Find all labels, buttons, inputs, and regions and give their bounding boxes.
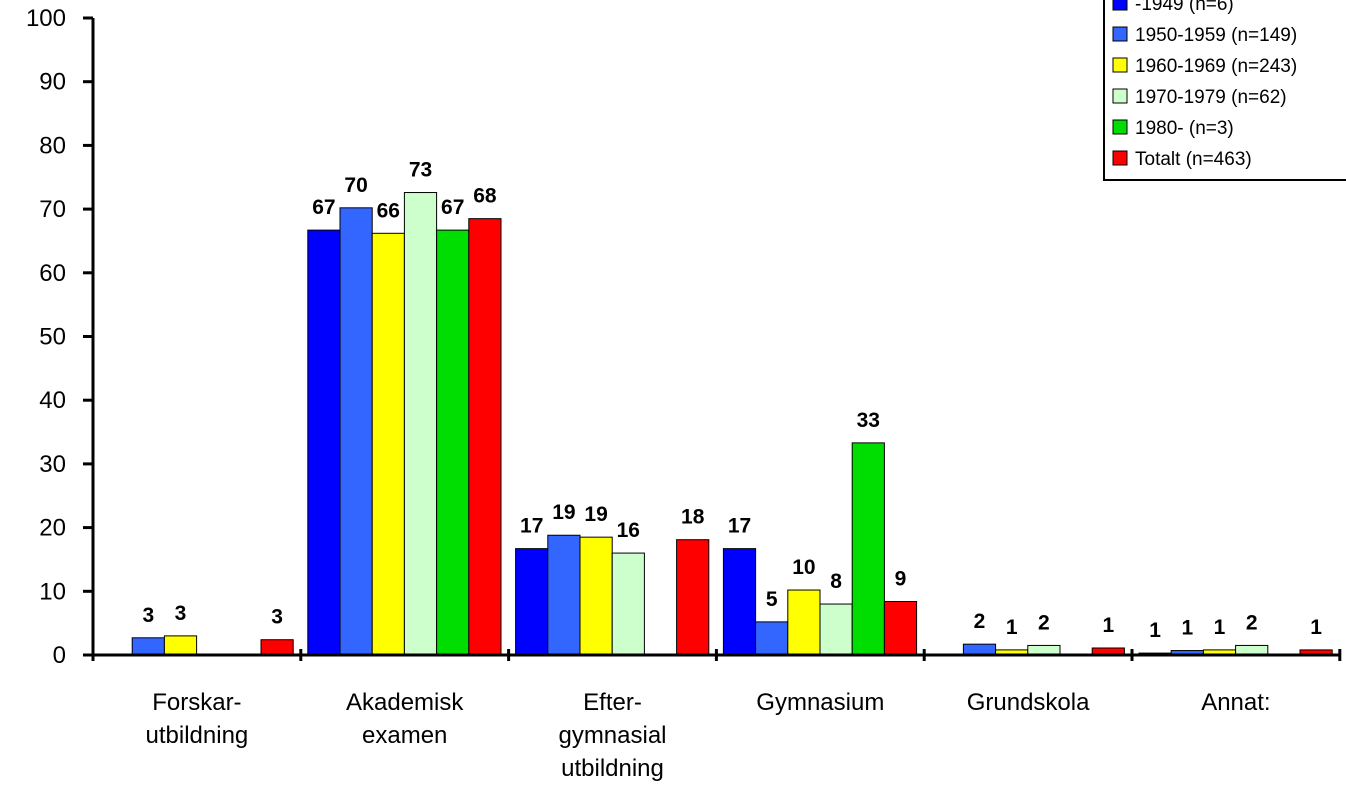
data-label: 2 bbox=[1038, 611, 1050, 634]
data-label: 1 bbox=[1310, 616, 1322, 639]
bar bbox=[307, 229, 341, 656]
bar bbox=[371, 232, 405, 656]
data-label: 10 bbox=[792, 556, 815, 579]
data-label: 5 bbox=[766, 588, 778, 611]
data-label: 1 bbox=[1102, 614, 1114, 637]
data-label: 17 bbox=[520, 515, 543, 538]
data-label: 17 bbox=[728, 515, 751, 538]
y-tick-label: 90 bbox=[39, 69, 66, 96]
data-label: 19 bbox=[552, 501, 575, 524]
y-tick-label: 60 bbox=[39, 260, 66, 287]
bar bbox=[722, 548, 757, 656]
legend-label: 1960-1969 (n=243) bbox=[1135, 56, 1297, 77]
y-tick-label: 50 bbox=[39, 324, 66, 351]
bar bbox=[755, 621, 789, 656]
category-label: Annat: bbox=[1201, 689, 1270, 716]
legend-swatch bbox=[1112, 88, 1128, 104]
bar bbox=[515, 548, 549, 656]
y-tick-label: 30 bbox=[39, 451, 66, 478]
legend-label: 1970-1979 (n=62) bbox=[1135, 87, 1287, 108]
data-label: 16 bbox=[617, 519, 640, 542]
y-tick-label: 40 bbox=[39, 387, 66, 414]
bar bbox=[131, 637, 165, 656]
bar bbox=[579, 536, 613, 656]
data-label: 3 bbox=[175, 602, 187, 625]
legend-swatch bbox=[1112, 119, 1128, 135]
data-label: 73 bbox=[409, 159, 432, 182]
bar bbox=[611, 552, 645, 656]
legend-label: 1950-1959 (n=149) bbox=[1135, 25, 1297, 46]
data-label: 33 bbox=[857, 409, 880, 432]
legend-label: Totalt (n=463) bbox=[1135, 149, 1252, 170]
data-label: 67 bbox=[312, 196, 335, 219]
data-label: 67 bbox=[441, 196, 464, 219]
bars bbox=[131, 192, 1333, 656]
bar bbox=[851, 442, 885, 656]
data-label: 3 bbox=[271, 606, 283, 629]
bar bbox=[468, 218, 502, 656]
legend: -1949 (n=6) 1950-1959 (n=149) 1960-1969 (n… bbox=[1103, 0, 1346, 181]
data-label: 19 bbox=[584, 503, 607, 526]
bar bbox=[339, 207, 373, 656]
bar bbox=[676, 539, 710, 656]
category-label: Grundskola bbox=[967, 689, 1090, 716]
data-label: 68 bbox=[473, 185, 497, 208]
bar bbox=[819, 603, 853, 656]
bar bbox=[163, 635, 198, 656]
y-tick-label: 20 bbox=[39, 515, 66, 542]
data-label: 18 bbox=[681, 506, 705, 529]
legend-swatch bbox=[1112, 150, 1128, 166]
data-label: 1 bbox=[1214, 616, 1226, 639]
data-label: 70 bbox=[344, 174, 367, 197]
data-label: 9 bbox=[895, 567, 907, 590]
legend-box bbox=[1103, 0, 1346, 181]
data-label: 2 bbox=[1246, 611, 1258, 634]
legend-swatch bbox=[1112, 0, 1128, 11]
data-label: 1 bbox=[1181, 617, 1193, 640]
data-label: 1 bbox=[1149, 619, 1161, 642]
category-label: Forskar-utbildning bbox=[146, 689, 249, 749]
data-label: 8 bbox=[830, 570, 842, 593]
y-tick-label: 100 bbox=[26, 5, 66, 32]
bar bbox=[787, 589, 821, 656]
data-label: 1 bbox=[1006, 616, 1018, 639]
data-label: 2 bbox=[974, 610, 986, 633]
bar bbox=[962, 643, 997, 656]
data-label: 3 bbox=[142, 604, 154, 627]
bar bbox=[403, 192, 438, 656]
category-label: Gymnasium bbox=[756, 689, 884, 716]
legend-swatch bbox=[1112, 57, 1128, 73]
y-tick-label: 70 bbox=[39, 196, 66, 223]
category-label: Efter-gymnasial utbildning bbox=[558, 689, 666, 782]
bar bbox=[547, 534, 581, 656]
category-label: Akademisk examen bbox=[346, 689, 464, 749]
data-label: 66 bbox=[377, 199, 400, 222]
x-axis: Forskar-utbildning Akademisk examen Efter-g… bbox=[91, 649, 1342, 782]
legend-swatch bbox=[1112, 26, 1128, 42]
bar bbox=[883, 600, 918, 656]
legend-label: 1980- (n=3) bbox=[1135, 118, 1234, 139]
y-tick-label: 0 bbox=[53, 642, 66, 669]
y-axis: 0 10 20 30 40 50 60 70 80 90 100 bbox=[26, 5, 95, 669]
bar bbox=[260, 639, 294, 656]
legend-label: -1949 (n=6) bbox=[1135, 0, 1234, 15]
bar bbox=[436, 229, 470, 656]
y-tick-label: 10 bbox=[39, 578, 66, 605]
y-tick-label: 80 bbox=[39, 132, 66, 159]
